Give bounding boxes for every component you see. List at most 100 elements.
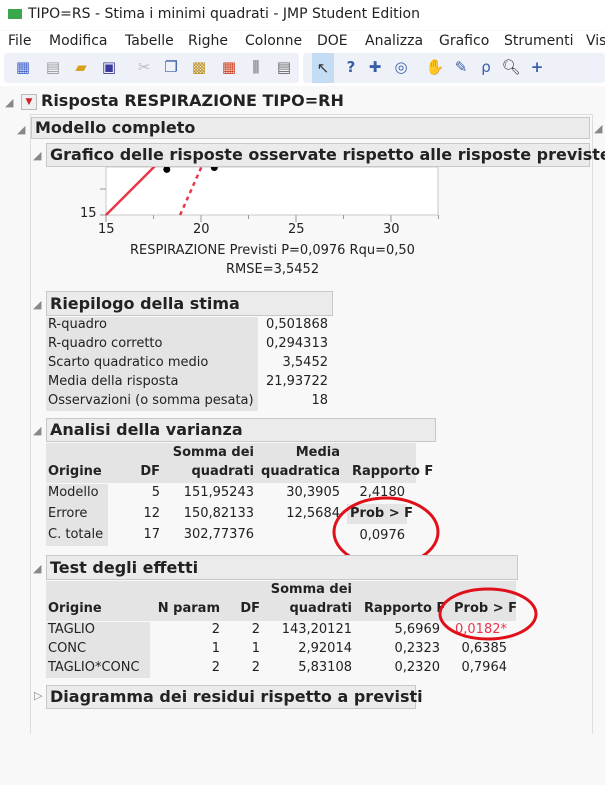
new-data-table-icon[interactable]: ▦: [15, 58, 31, 76]
anova-cell: 302,77376: [183, 527, 254, 542]
columns-icon[interactable]: ⫼: [252, 58, 260, 76]
summary-label: R-quadro corretto: [48, 336, 163, 351]
log-icon[interactable]: ▤: [276, 58, 292, 76]
effects-cell: 5,6969: [394, 622, 441, 637]
data-point: [163, 167, 171, 173]
effects-cell: 2: [251, 622, 260, 637]
summary-header[interactable]: Riepilogo della stima: [46, 291, 333, 316]
effects-cell: 0,2320: [394, 660, 441, 675]
plus-icon[interactable]: +: [530, 58, 544, 76]
annotation-circle: [438, 587, 538, 641]
anova-cell: Errore: [48, 506, 88, 521]
collapse-triangle-icon[interactable]: ◢: [5, 96, 14, 109]
x-tick-label: 30: [383, 222, 400, 237]
summary-value: 0,294313: [265, 336, 328, 351]
anova-col-origine: Origine: [48, 464, 102, 479]
paste-icon[interactable]: ▩: [191, 58, 207, 76]
effects-col-nparam: N param: [157, 601, 220, 616]
menu-bar: File Modifica Tabelle Righe Colonne DOE …: [0, 31, 605, 51]
effects-cell: 143,20121: [281, 622, 352, 637]
summary-value: 21,93722: [265, 374, 328, 389]
magnifier-icon[interactable]: 🔍︎: [501, 58, 521, 76]
new-script-icon[interactable]: ▤: [45, 58, 61, 76]
effects-cell: TAGLIO*CONC: [48, 660, 140, 675]
effects-col-ss: quadrati: [289, 601, 353, 616]
collapse-triangle-icon[interactable]: ◢: [33, 149, 42, 162]
model-header[interactable]: Modello completo: [31, 117, 590, 139]
anova-col-ms: quadratica: [261, 464, 340, 479]
menu-file[interactable]: File: [8, 33, 32, 49]
plot-header[interactable]: Grafico delle risposte osservate rispett…: [46, 143, 605, 167]
effects-header[interactable]: Test degli effetti: [46, 555, 518, 580]
anova-header[interactable]: Analisi della varianza: [46, 418, 436, 442]
save-icon[interactable]: ▣: [101, 58, 117, 76]
x-tick-label: 20: [193, 222, 210, 237]
collapse-triangle-icon[interactable]: ◢: [33, 424, 42, 437]
anova-col-ss: Somma dei: [172, 445, 254, 460]
arrow-icon[interactable]: ↖: [312, 53, 334, 83]
anova-cell: 150,82133: [183, 506, 254, 521]
lasso-icon[interactable]: ρ: [481, 58, 491, 76]
data-grid-icon[interactable]: ▦: [221, 58, 237, 76]
anova-cell: Modello: [48, 485, 99, 500]
jmp-app-icon: [8, 9, 22, 19]
toolbar: ▦ ▤ ▰ ▣ ✂ ❐ ▩ ▦ ⫼ ▤ ↖ ? ✚ ◎ ✋ ✎ ρ 🔍︎ +: [0, 51, 605, 86]
effects-cell: 1: [251, 641, 260, 656]
anova-col-ss: quadrati: [191, 464, 255, 479]
effects-col-df: DF: [240, 601, 260, 616]
effects-cell: 1: [211, 641, 220, 656]
effects-cell: CONC: [48, 641, 87, 656]
open-icon[interactable]: ▰: [75, 58, 87, 76]
expand-triangle-icon[interactable]: ▷: [34, 689, 43, 702]
actual-by-predicted-plot: [100, 167, 439, 222]
effects-col-ss: Somma dei: [270, 582, 352, 597]
anova-col-ms: Media: [295, 445, 340, 460]
plot-area: [105, 167, 439, 216]
anova-col-df: DF: [140, 464, 160, 479]
copy-icon[interactable]: ❐: [164, 58, 178, 76]
menu-strumenti[interactable]: Strumenti: [504, 33, 574, 49]
collapse-triangle-icon[interactable]: ◢: [33, 562, 42, 575]
menu-righe[interactable]: Righe: [188, 33, 228, 49]
menu-modifica[interactable]: Modifica: [49, 33, 108, 49]
collapse-triangle-icon[interactable]: ◢: [33, 298, 42, 311]
red-triangle-menu-icon[interactable]: ▼: [21, 94, 37, 110]
cut-icon[interactable]: ✂: [137, 58, 151, 76]
menu-colonne[interactable]: Colonne: [245, 33, 303, 49]
report-title: Risposta RESPIRAZIONE TIPO=RH: [41, 91, 344, 110]
summary-label: Osservazioni (o somma pesata): [48, 393, 254, 408]
y-tick-label: 15: [80, 206, 97, 221]
menu-doe[interactable]: DOE: [317, 33, 348, 49]
effects-col-f: Rapporto F: [364, 601, 446, 616]
effects-cell: 5,83108: [298, 660, 352, 675]
plot-rmse: RMSE=3,5452: [226, 262, 320, 277]
anova-cell: 151,95243: [183, 485, 254, 500]
collapse-triangle-icon[interactable]: ◢: [17, 123, 26, 136]
crosshair-icon[interactable]: ✚: [368, 58, 382, 76]
anova-cell: C. totale: [48, 527, 104, 542]
anova-cell: 30,3905: [286, 485, 340, 500]
effects-cell: TAGLIO: [48, 622, 95, 637]
menu-analizza[interactable]: Analizza: [365, 33, 424, 49]
effects-cell: 2: [251, 660, 260, 675]
residuals-header[interactable]: Diagramma dei residui rispetto a previst…: [46, 685, 423, 709]
anova-cell: 17: [143, 527, 160, 542]
brush-icon[interactable]: ✎: [454, 58, 468, 76]
effects-col-origine: Origine: [48, 601, 102, 616]
effects-cell: 2,92014: [298, 641, 352, 656]
collapse-triangle-icon[interactable]: ◢: [594, 122, 603, 135]
menu-tabelle[interactable]: Tabelle: [125, 33, 174, 49]
fit-line: [105, 167, 156, 216]
plot-caption: RESPIRAZIONE Previsti P=0,0976 Rqu=0,50: [130, 243, 415, 258]
x-tick-label: 25: [288, 222, 305, 237]
effects-cell: 2: [211, 660, 220, 675]
effects-cell: 0,6385: [461, 641, 508, 656]
summary-label: Media della risposta: [48, 374, 179, 389]
effects-cell: 0,0182*: [455, 622, 507, 637]
hand-icon[interactable]: ✋: [425, 58, 445, 76]
help-icon[interactable]: ?: [346, 58, 356, 76]
scroll-icon[interactable]: ◎: [394, 58, 408, 76]
menu-grafico[interactable]: Grafico: [439, 33, 490, 49]
menu-visualizza[interactable]: Vis: [586, 33, 605, 49]
anova-cell: 2,4180: [359, 485, 406, 500]
